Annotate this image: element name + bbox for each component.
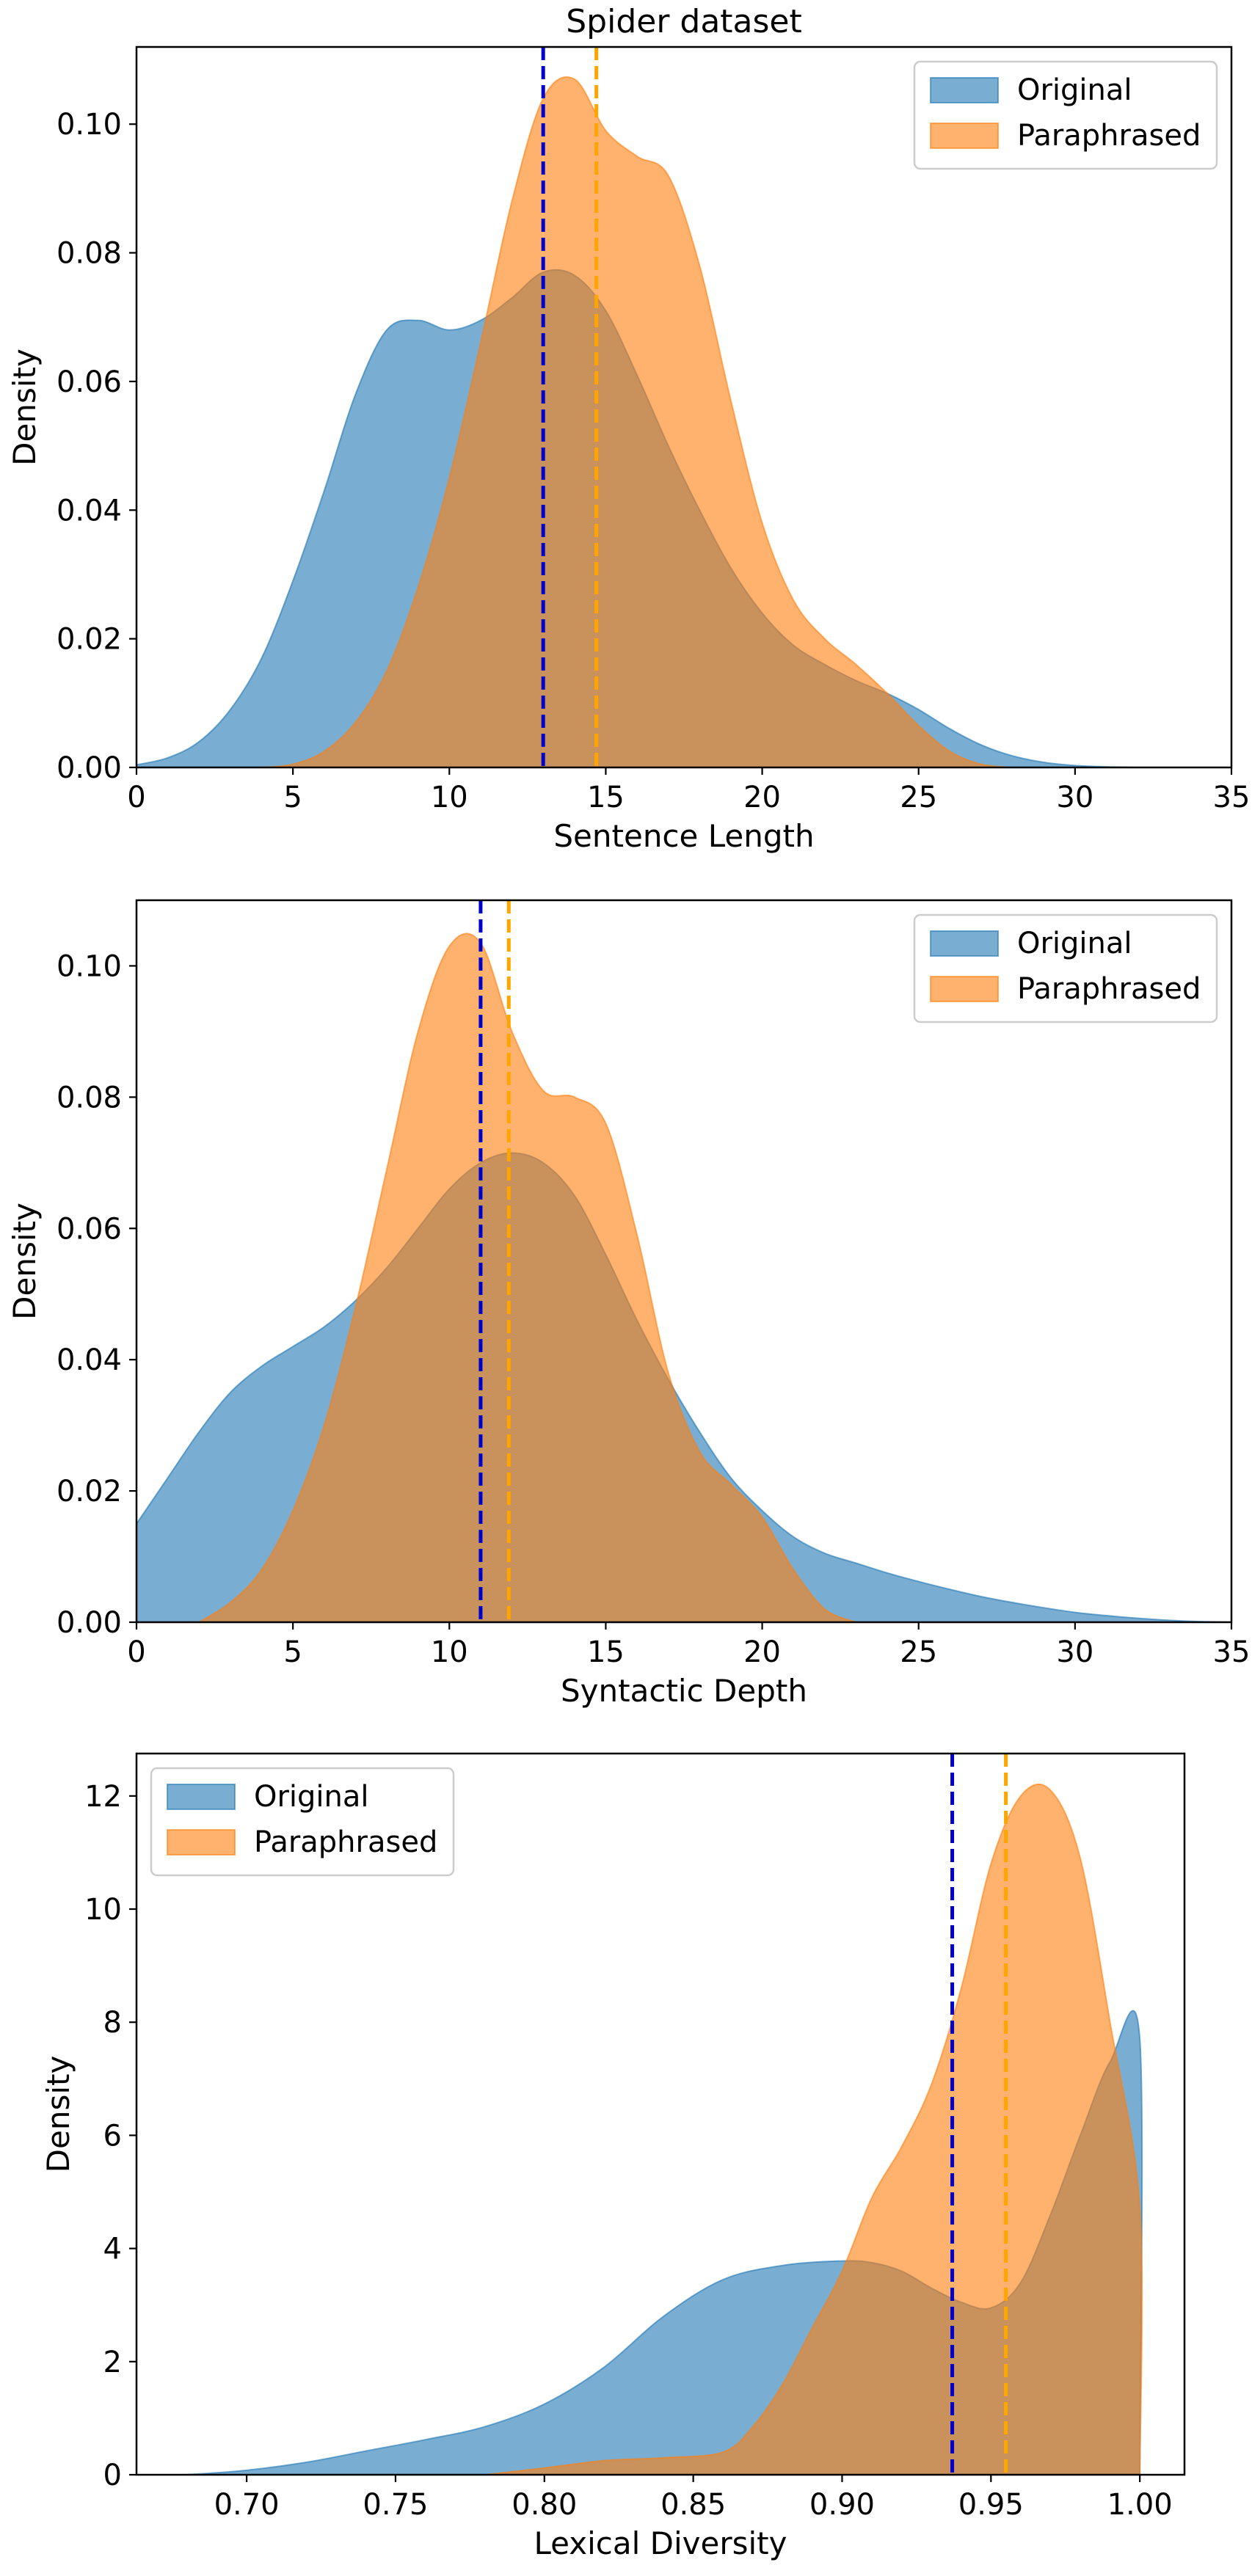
legend-label-original: Original — [1017, 927, 1132, 960]
density-area-paraphrased — [484, 1783, 1143, 2475]
y-tick-label: 0.04 — [57, 494, 122, 528]
x-tick-label: 0 — [127, 1635, 145, 1669]
chart-title: Spider dataset — [566, 3, 802, 40]
plot-area — [137, 900, 1231, 1622]
x-tick-label: 25 — [900, 781, 937, 814]
plot-area — [137, 47, 1138, 767]
x-tick-label: 0.85 — [660, 2488, 726, 2522]
x-tick-label: 0 — [127, 781, 145, 814]
x-tick-label: 30 — [1056, 781, 1093, 814]
lexical-diversity-chart: 0.70 0.75 0.80 0.85 0.90 0.95 1.00 0 2 4 6 8 10 12 Lex… — [40, 1752, 1186, 2561]
y-tick-label: 0.10 — [57, 949, 122, 983]
y-axis-label: Density — [7, 1203, 43, 1320]
y-tick-label: 0.10 — [57, 108, 122, 142]
x-tick-label: 15 — [587, 1635, 625, 1669]
y-tick-label: 0.00 — [57, 751, 122, 785]
x-tick-label: 0.70 — [214, 2488, 280, 2522]
y-tick-label: 0.02 — [57, 623, 122, 657]
legend-label-original: Original — [254, 1780, 369, 1814]
legend-swatch-original — [930, 77, 999, 103]
x-tick-label: 1.00 — [1107, 2488, 1173, 2522]
x-tick-label: 10 — [431, 1635, 468, 1669]
x-tick-label: 0.90 — [809, 2488, 875, 2522]
density-area-paraphrased — [197, 933, 856, 1622]
y-tick-label: 0.06 — [57, 1212, 122, 1246]
legend: Original Paraphrased — [150, 1767, 455, 1877]
y-tick-label: 0.06 — [57, 365, 122, 399]
y-tick-label: 2 — [103, 2346, 122, 2379]
y-tick-label: 12 — [84, 1780, 122, 1814]
y-tick-label: 0.00 — [57, 1606, 122, 1640]
legend-label-paraphrased: Paraphrased — [1017, 119, 1201, 153]
x-tick-label: 0.80 — [512, 2488, 577, 2522]
x-tick-label: 5 — [283, 1635, 302, 1669]
y-axis-label: Density — [40, 2056, 76, 2173]
syntactic-depth-chart: 0 5 10 15 20 25 30 35 0.00 0.02 0.04 0.06 0.08 0.10 Sy… — [7, 899, 1251, 1709]
x-axis-label: Syntactic Depth — [561, 1673, 807, 1709]
legend-label-paraphrased: Paraphrased — [1017, 972, 1201, 1006]
legend: Original Paraphrased — [913, 60, 1218, 170]
y-tick-label: 0.08 — [57, 237, 122, 271]
y-tick-label: 4 — [103, 2233, 122, 2266]
axes-frame — [135, 899, 1233, 1624]
x-tick-label: 35 — [1213, 1635, 1251, 1669]
plot-area — [186, 1754, 1143, 2475]
x-tick-label: 5 — [283, 781, 302, 814]
x-tick-label: 35 — [1213, 781, 1251, 814]
x-tick-label: 10 — [431, 781, 468, 814]
legend-label-paraphrased: Paraphrased — [254, 1825, 437, 1859]
axes-frame — [135, 1752, 1186, 2476]
y-tick-label: 8 — [103, 2006, 122, 2040]
axes-frame — [135, 45, 1233, 769]
x-tick-label: 20 — [743, 781, 781, 814]
y-tick-label: 0.02 — [57, 1475, 122, 1508]
legend-swatch-paraphrased — [930, 123, 999, 149]
x-tick-label: 15 — [587, 781, 625, 814]
x-tick-label: 20 — [743, 1635, 781, 1669]
y-tick-label: 0 — [103, 2459, 122, 2492]
legend-swatch-original — [167, 1784, 236, 1810]
y-tick-label: 0.08 — [57, 1081, 122, 1114]
x-axis-label: Lexical Diversity — [534, 2525, 787, 2561]
y-tick-label: 0.04 — [57, 1343, 122, 1377]
y-axis-label: Density — [7, 349, 43, 466]
legend-swatch-paraphrased — [167, 1829, 236, 1856]
x-axis-label: Sentence Length — [553, 818, 814, 854]
legend: Original Paraphrased — [913, 913, 1218, 1024]
x-tick-label: 0.95 — [958, 2488, 1024, 2522]
legend-swatch-original — [930, 930, 999, 957]
y-tick-label: 10 — [84, 1893, 122, 1927]
density-area-paraphrased — [261, 76, 1013, 767]
sentence-length-chart: 0 5 10 15 20 25 30 35 0.00 0.02 0.04 0.06 0.08 0.10 Se… — [7, 3, 1250, 854]
x-tick-label: 25 — [900, 1635, 937, 1669]
legend-swatch-paraphrased — [930, 976, 999, 1002]
x-tick-label: 30 — [1056, 1635, 1093, 1669]
legend-label-original: Original — [1017, 73, 1132, 107]
x-tick-label: 0.75 — [363, 2488, 428, 2522]
y-tick-label: 6 — [103, 2119, 122, 2153]
